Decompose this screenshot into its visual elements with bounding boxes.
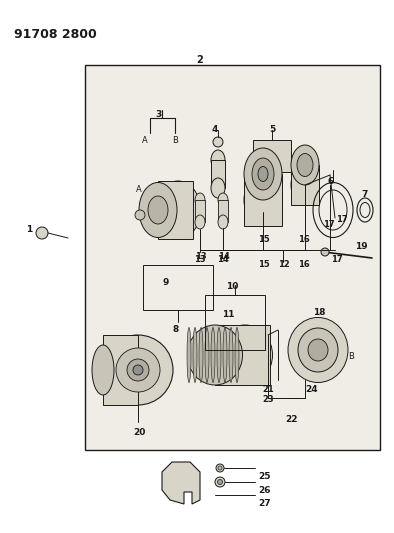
Circle shape [213,137,223,147]
Text: 17: 17 [336,215,348,224]
Ellipse shape [188,325,242,385]
Bar [158,181,193,239]
Text: 21: 21 [262,385,274,394]
Text: 18: 18 [313,308,325,317]
Text: 12: 12 [278,260,290,269]
Ellipse shape [92,345,114,395]
Text: 22: 22 [285,415,297,424]
Text: 15: 15 [258,260,270,269]
Ellipse shape [195,193,205,207]
Text: 6: 6 [328,177,334,186]
Text: 19: 19 [355,242,368,251]
Bar [244,174,282,226]
Ellipse shape [298,328,338,372]
Text: 14: 14 [217,255,229,264]
Ellipse shape [211,178,225,198]
Bar [103,335,138,405]
Ellipse shape [127,359,149,381]
Text: A: A [136,185,142,194]
Ellipse shape [199,327,203,383]
Ellipse shape [218,215,228,229]
Bar [215,325,270,385]
Ellipse shape [195,215,205,229]
Text: 4: 4 [212,125,218,134]
Ellipse shape [223,327,227,383]
Text: A: A [142,136,148,145]
Text: 17: 17 [331,255,343,264]
Text: 13: 13 [194,255,206,264]
Ellipse shape [139,182,177,238]
Ellipse shape [116,348,160,392]
Bar [195,200,205,222]
Circle shape [36,227,48,239]
Bar [143,265,213,310]
PathPatch shape [162,462,200,504]
Text: 26: 26 [258,486,271,495]
Ellipse shape [258,166,268,182]
Ellipse shape [133,365,143,375]
Ellipse shape [308,339,328,361]
Text: 14: 14 [218,252,230,261]
Ellipse shape [217,327,221,383]
Circle shape [216,464,224,472]
Text: 10: 10 [226,282,238,291]
Circle shape [321,248,329,256]
Ellipse shape [148,196,168,224]
Circle shape [217,480,223,484]
Ellipse shape [217,325,273,385]
Ellipse shape [211,150,225,170]
Bar [253,140,291,172]
Bar [211,160,225,188]
Ellipse shape [288,318,348,383]
Circle shape [218,466,222,470]
Ellipse shape [297,154,313,176]
Circle shape [135,210,145,220]
Ellipse shape [229,327,233,383]
Text: 91708 2800: 91708 2800 [14,28,97,41]
Ellipse shape [218,193,228,207]
Text: 16: 16 [298,260,310,269]
Ellipse shape [205,327,209,383]
Text: 20: 20 [133,428,145,437]
Ellipse shape [291,165,319,205]
Text: B: B [348,352,354,361]
Text: 11: 11 [222,310,234,319]
Bar [218,200,228,222]
Text: 13: 13 [195,252,206,261]
Ellipse shape [211,327,215,383]
Text: 24: 24 [305,385,318,394]
Circle shape [215,477,225,487]
Bar [205,295,265,350]
Text: 16: 16 [298,235,310,244]
Ellipse shape [193,327,197,383]
Ellipse shape [252,158,274,190]
Text: 3: 3 [155,110,161,119]
Text: 17: 17 [323,220,335,229]
Ellipse shape [103,335,173,405]
Text: 15: 15 [258,235,270,244]
Text: 2: 2 [197,55,203,65]
Text: B: B [172,136,178,145]
Ellipse shape [244,174,282,226]
Text: 5: 5 [269,125,275,134]
Text: 8: 8 [173,325,179,334]
Bar [291,165,319,205]
Ellipse shape [291,145,319,185]
Text: 9: 9 [163,278,169,287]
Text: 27: 27 [258,499,271,508]
Ellipse shape [187,327,191,383]
Text: 7: 7 [361,190,367,199]
Ellipse shape [156,181,201,239]
Text: 25: 25 [258,472,271,481]
Ellipse shape [235,327,239,383]
Bar [85,65,380,450]
Text: 1: 1 [26,225,32,234]
Text: 23: 23 [262,395,273,404]
Ellipse shape [244,148,282,200]
